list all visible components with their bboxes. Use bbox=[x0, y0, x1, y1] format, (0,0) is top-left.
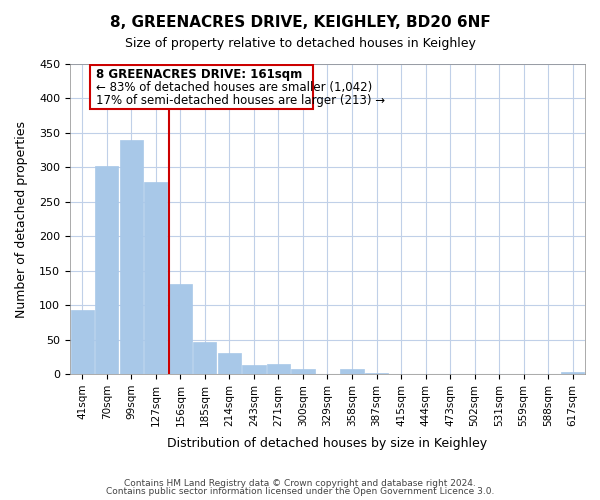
Text: 17% of semi-detached houses are larger (213) →: 17% of semi-detached houses are larger (… bbox=[96, 94, 385, 108]
Bar bbox=[292, 369, 314, 374]
Bar bbox=[169, 284, 192, 374]
Text: 8, GREENACRES DRIVE, KEIGHLEY, BD20 6NF: 8, GREENACRES DRIVE, KEIGHLEY, BD20 6NF bbox=[110, 15, 490, 30]
Text: Size of property relative to detached houses in Keighley: Size of property relative to detached ho… bbox=[125, 38, 475, 51]
Text: Contains public sector information licensed under the Open Government Licence 3.: Contains public sector information licen… bbox=[106, 487, 494, 496]
Bar bbox=[71, 310, 94, 374]
FancyBboxPatch shape bbox=[89, 66, 313, 110]
Y-axis label: Number of detached properties: Number of detached properties bbox=[15, 120, 28, 318]
Bar bbox=[340, 368, 364, 374]
Bar bbox=[119, 140, 143, 374]
Bar bbox=[267, 364, 290, 374]
Text: 8 GREENACRES DRIVE: 161sqm: 8 GREENACRES DRIVE: 161sqm bbox=[96, 68, 302, 81]
Bar bbox=[218, 352, 241, 374]
Bar bbox=[144, 182, 167, 374]
Bar bbox=[242, 365, 266, 374]
Bar bbox=[193, 342, 217, 374]
Bar bbox=[561, 372, 584, 374]
Text: Contains HM Land Registry data © Crown copyright and database right 2024.: Contains HM Land Registry data © Crown c… bbox=[124, 478, 476, 488]
Text: ← 83% of detached houses are smaller (1,042): ← 83% of detached houses are smaller (1,… bbox=[96, 81, 372, 94]
Bar bbox=[365, 372, 388, 374]
Bar bbox=[95, 166, 118, 374]
X-axis label: Distribution of detached houses by size in Keighley: Distribution of detached houses by size … bbox=[167, 437, 488, 450]
